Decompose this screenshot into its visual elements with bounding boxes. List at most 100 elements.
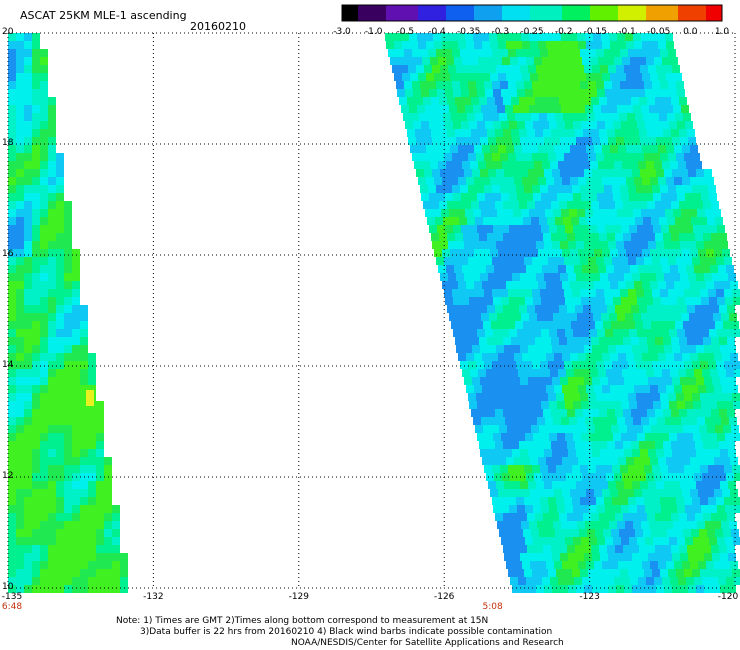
colorbar-segment	[606, 5, 611, 21]
colorbar-segment	[650, 5, 655, 21]
colorbar-segment	[602, 5, 607, 21]
colorbar-segment	[342, 5, 347, 21]
colorbar-segment	[442, 5, 447, 21]
colorbar-segment	[682, 5, 687, 21]
colorbar-segment	[414, 5, 419, 21]
colorbar-segment	[350, 5, 355, 21]
colorbar-segment	[686, 5, 691, 21]
latitude-tick-label: 10	[2, 582, 14, 592]
colorbar-segment	[406, 5, 411, 21]
colorbar-segment	[542, 5, 547, 21]
colorbar-segment	[530, 5, 535, 21]
colorbar-segment	[546, 5, 551, 21]
colorbar-segment	[430, 5, 435, 21]
latitude-tick-label: 18	[2, 138, 14, 148]
colorbar-tick-label: 0.0	[683, 27, 698, 37]
colorbar-segment	[434, 5, 439, 21]
colorbar-segment	[458, 5, 463, 21]
colorbar-segment	[394, 5, 399, 21]
colorbar-segment	[366, 5, 371, 21]
colorbar-segment	[346, 5, 351, 21]
colorbar-segment	[594, 5, 599, 21]
colorbar-segment	[614, 5, 619, 21]
colorbar-tick-label: -0.3	[491, 27, 510, 37]
colorbar-tick-label: -1.0	[364, 27, 383, 37]
colorbar-tick-label: -0.1	[618, 27, 636, 37]
colorbar-tick-label: -0.5	[396, 27, 415, 37]
colorbar-segment	[670, 5, 675, 21]
longitude-tick-label: -135	[1, 592, 23, 602]
colorbar-segment	[462, 5, 467, 21]
colorbar-segment	[438, 5, 443, 21]
colorbar-segment	[586, 5, 591, 21]
note-line-1: Note: 1) Times are GMT 2)Times along bot…	[116, 616, 489, 626]
colorbar-segment	[634, 5, 639, 21]
colorbar-segment	[702, 5, 707, 21]
colorbar-segment	[658, 5, 663, 21]
colorbar-segment	[354, 5, 359, 21]
map-date: 20160210	[190, 20, 246, 33]
colorbar-segment	[374, 5, 379, 21]
colorbar-segment	[446, 5, 451, 21]
colorbar-segment	[378, 5, 383, 21]
colorbar-segment	[554, 5, 559, 21]
colorbar-segment	[514, 5, 519, 21]
colorbar-tick-label: -0.2	[554, 27, 573, 37]
colorbar-segment	[662, 5, 667, 21]
colorbar-segment	[382, 5, 387, 21]
colorbar-segment	[358, 5, 363, 21]
longitude-tick-label: -126	[433, 592, 455, 602]
colorbar-segment	[690, 5, 695, 21]
longitude-tick-label: -132	[143, 592, 164, 602]
colorbar-segment	[482, 5, 487, 21]
colorbar-segment	[618, 5, 623, 21]
colorbar-segment	[578, 5, 583, 21]
colorbar-segment	[486, 5, 491, 21]
colorbar-segment	[706, 5, 711, 21]
colorbar-segment	[718, 5, 723, 21]
colorbar-segment	[714, 5, 719, 21]
colorbar-tick-label: -0.35	[457, 27, 481, 37]
note-line-3: NOAA/NESDIS/Center for Satellite Applica…	[291, 638, 564, 648]
colorbar-segment	[494, 5, 499, 21]
colorbar-segment	[386, 5, 391, 21]
colorbar-segment	[610, 5, 615, 21]
colorbar-segment	[570, 5, 575, 21]
colorbar-segment	[534, 5, 539, 21]
latitude-tick-label: 20	[2, 27, 14, 37]
colorbar-segment	[666, 5, 671, 21]
colorbar-segment	[466, 5, 471, 21]
colorbar-segment	[630, 5, 635, 21]
colorbar-segment	[550, 5, 555, 21]
colorbar-segment	[450, 5, 455, 21]
colorbar-segment	[510, 5, 515, 21]
colorbar-segment	[562, 5, 567, 21]
colorbar-segment	[674, 5, 679, 21]
colorbar-segment	[498, 5, 503, 21]
colorbar-segment	[538, 5, 543, 21]
colorbar-segment	[694, 5, 699, 21]
colorbar-segment	[626, 5, 631, 21]
colorbar-segment	[566, 5, 571, 21]
colorbar-segment	[418, 5, 423, 21]
colorbar-segment	[698, 5, 703, 21]
pass-time-label: 5:08	[482, 602, 503, 612]
colorbar-segment	[654, 5, 659, 21]
longitude-tick-label: -120	[717, 592, 739, 602]
colorbar-segment	[646, 5, 651, 21]
colorbar-segment	[506, 5, 511, 21]
colorbar-tick-label: -0.15	[583, 27, 607, 37]
map-title: ASCAT 25KM MLE-1 ascending	[20, 9, 187, 22]
colorbar-segment	[638, 5, 643, 21]
colorbar-segment	[710, 5, 715, 21]
colorbar-segment	[422, 5, 427, 21]
colorbar-segment	[522, 5, 527, 21]
colorbar-segment	[582, 5, 587, 21]
colorbar-segment	[398, 5, 403, 21]
latitude-tick-label: 16	[2, 249, 14, 259]
colorbar-segment	[362, 5, 367, 21]
longitude-tick-label: -129	[288, 592, 310, 602]
colorbar-segment	[402, 5, 407, 21]
colorbar-segment	[390, 5, 395, 21]
